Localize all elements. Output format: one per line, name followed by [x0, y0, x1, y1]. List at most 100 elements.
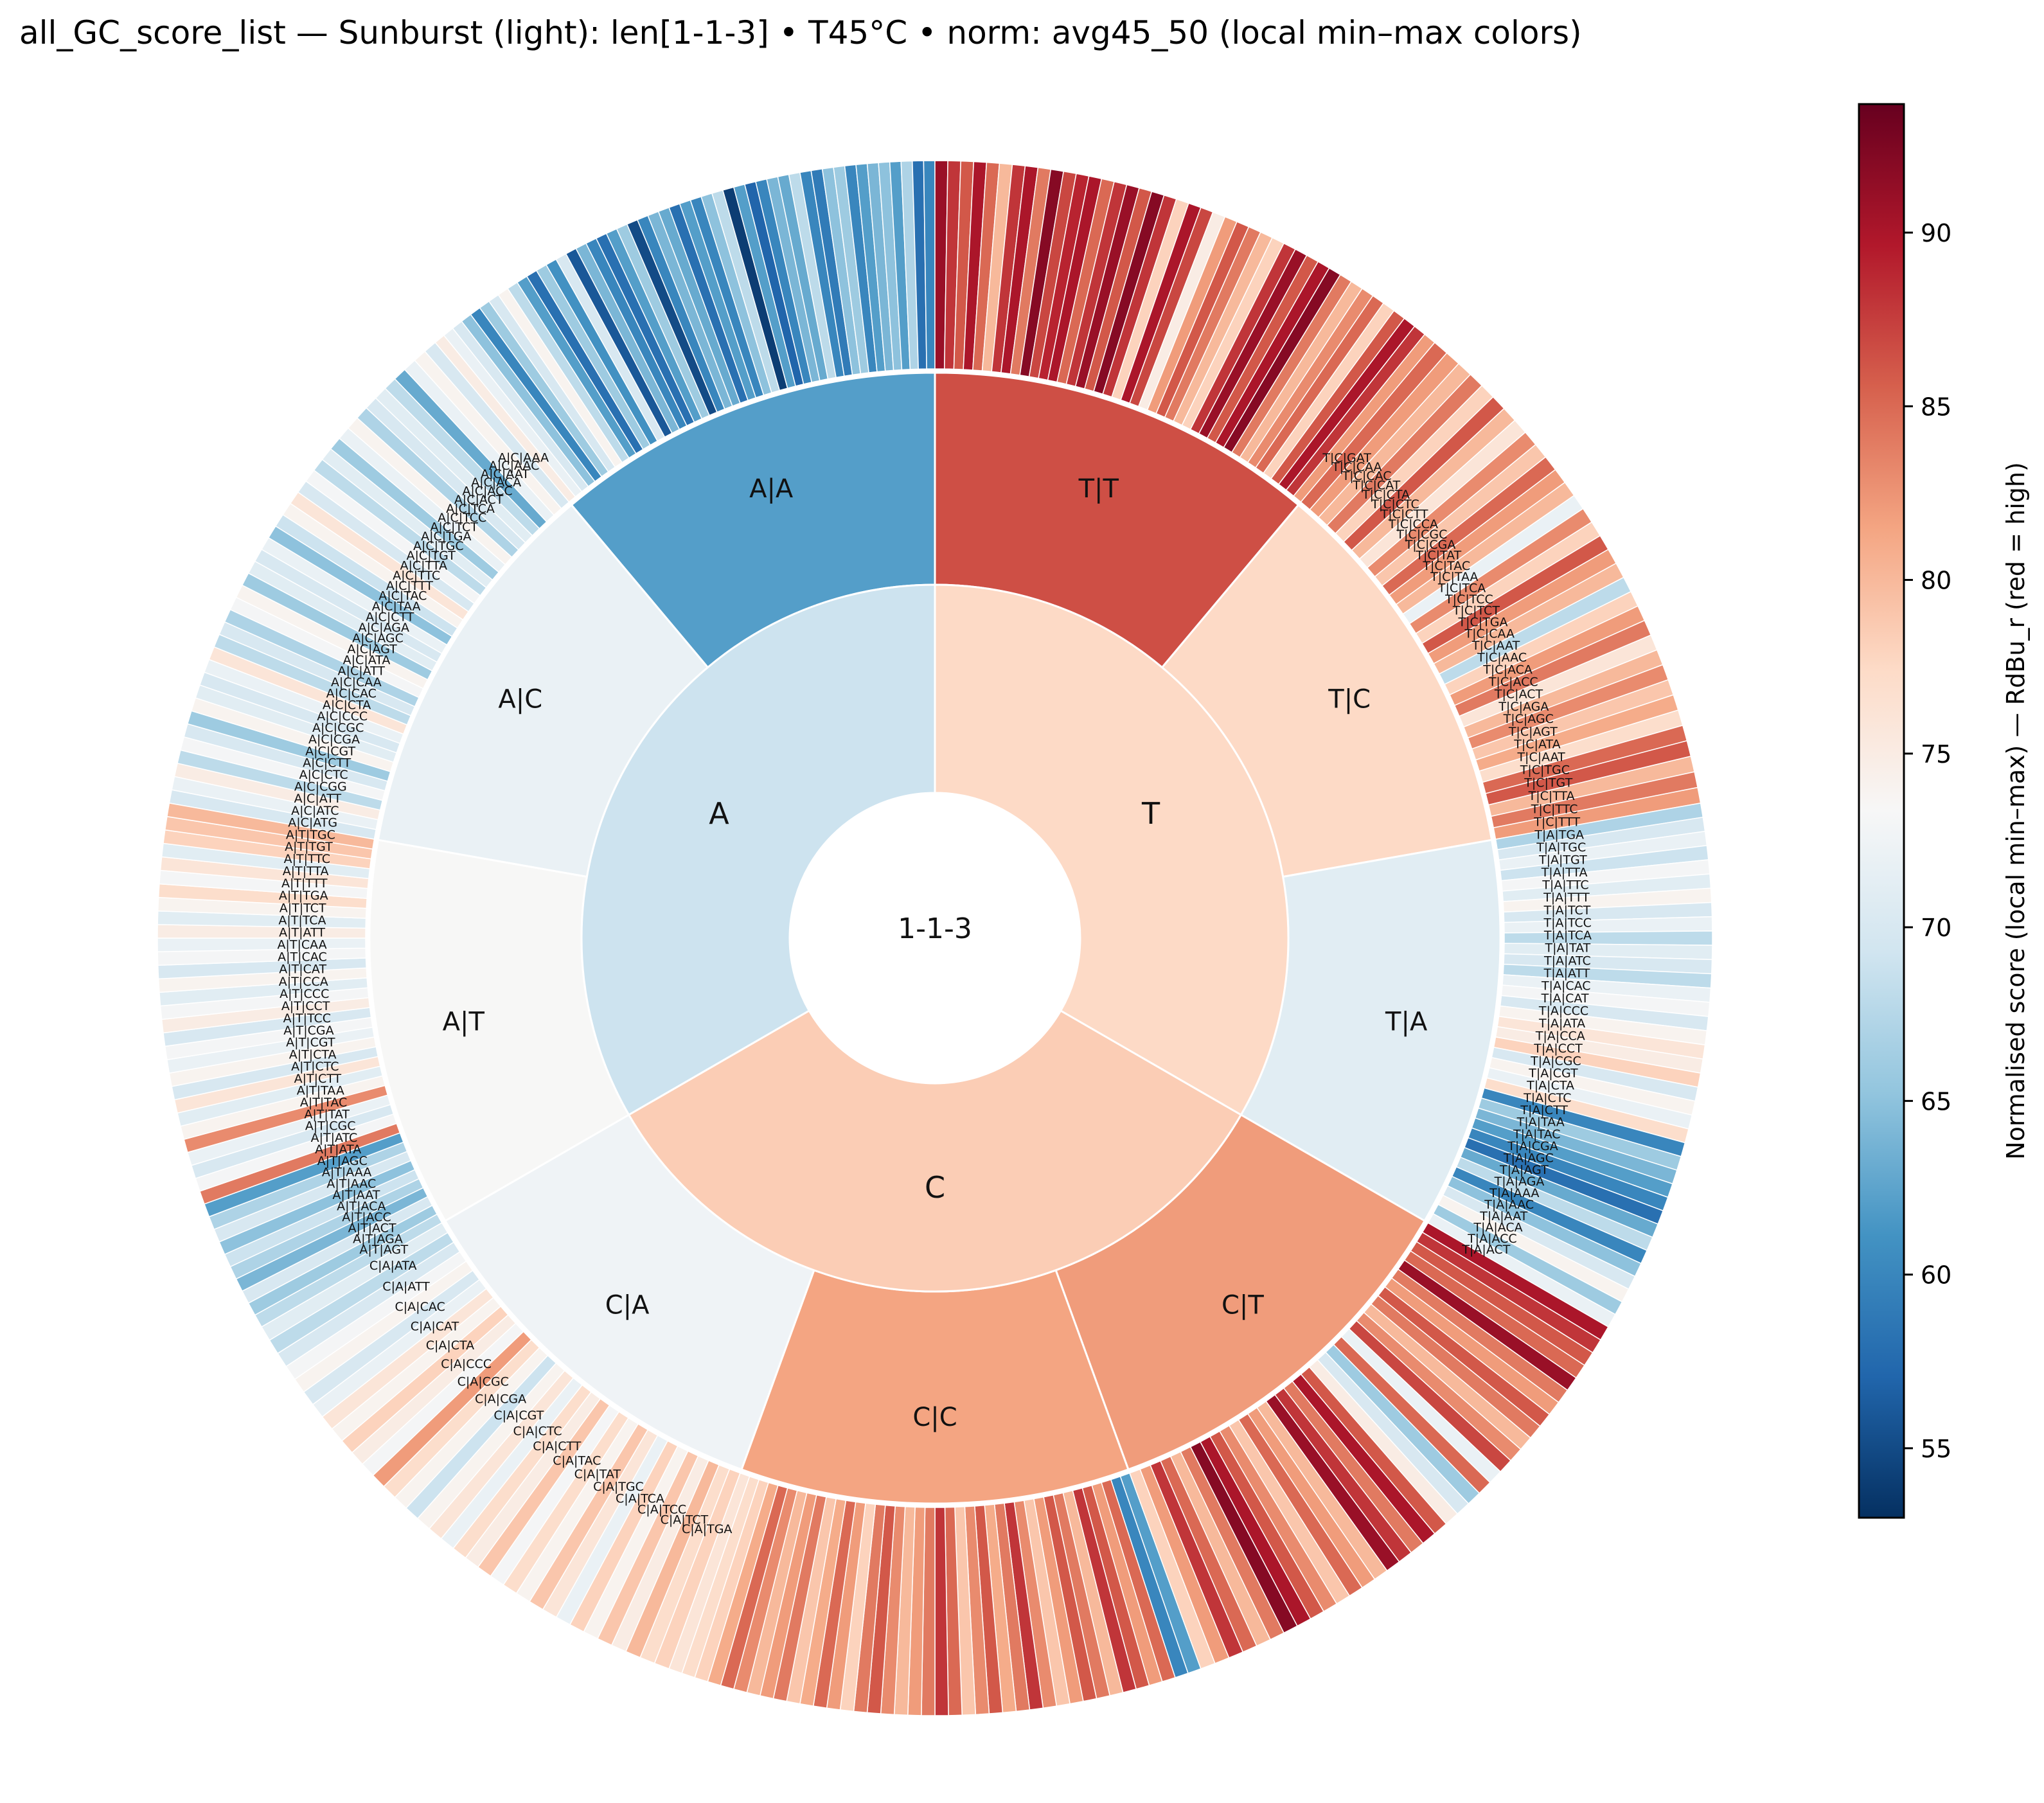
inner-wedge-label: T: [1141, 796, 1160, 831]
outer-wedge-label: A|C|CGT: [305, 744, 355, 758]
outer-wedge-label: C|A|TAT: [574, 1467, 621, 1481]
outer-wedge-label: A|C|TCT: [430, 520, 478, 535]
middle-wedge-label: T|A: [1385, 1007, 1428, 1036]
outer-wedge-label: T|C|TAT: [1415, 548, 1461, 562]
outer-wedge-label: T|A|CTC: [1523, 1091, 1571, 1105]
colorbar-tick-label: 70: [1921, 914, 1951, 942]
colorbar-label: Normalised score (local min–max) — RdBu_…: [2002, 462, 2030, 1160]
outer-wedge-label: A|C|ATG: [288, 816, 337, 830]
outer-wedge-label: A|T|TGC: [286, 828, 335, 842]
inner-wedge-t: [934, 583, 1290, 1117]
outer-wedge-label: T|A|TGT: [1538, 853, 1587, 867]
outer-wedge-label: T|A|ATC: [1543, 954, 1591, 968]
colorbar-tick-label: 60: [1921, 1261, 1951, 1290]
outer-wedge-a-c: [424, 342, 570, 510]
outer-wedge-label: C|A|CGA: [475, 1392, 526, 1406]
outer-wedge-label: A|C|ACA: [471, 475, 521, 490]
outer-wedge-label: A|T|CCT: [281, 999, 330, 1013]
outer-wedge-label: T|A|ATT: [1543, 966, 1590, 981]
outer-wedge-label: T|A|ATA: [1538, 1017, 1585, 1031]
middle-wedge-label: T|C: [1328, 685, 1371, 715]
outer-wedge-label: A|C|TGA: [421, 529, 471, 544]
sunburst-chart: A|C|ATGA|C|ATCA|C|ATTA|C|CGGA|C|CTCA|C|C…: [157, 160, 1713, 1716]
outer-wedge-label: T|A|ACA: [1473, 1220, 1522, 1234]
outer-wedge-label: A|T|TCC: [283, 1011, 331, 1026]
outer-wedge-label: A|T|CTC: [291, 1060, 339, 1074]
colorbar-tick-label: 65: [1921, 1087, 1951, 1115]
outer-wedge-label: A|C|TTT: [386, 579, 434, 593]
outer-wedge-label: A|T|CGC: [305, 1119, 356, 1133]
outer-wedge-label: A|T|AAA: [322, 1166, 371, 1180]
outer-wedge-label: T|A|CCC: [1538, 1004, 1588, 1018]
outer-wedge-label: C|A|ATT: [382, 1279, 430, 1293]
outer-wedge-label: A|C|AAA: [498, 451, 549, 465]
outer-wedge-label: A|C|TCA: [446, 502, 495, 516]
outer-wedge-label: T|C|AAT: [1471, 639, 1520, 653]
outer-wedge-label: T|C|CTT: [1380, 507, 1428, 521]
outer-wedge-label: C|A|CAT: [411, 1319, 459, 1333]
outer-wedge-label: T|C|TAA: [1430, 570, 1478, 584]
middle-wedge-label: C|T: [1222, 1291, 1264, 1320]
outer-wedge-label: A|C|AGA: [359, 621, 409, 635]
outer-wedge-label: T|C|CTC: [1371, 497, 1419, 511]
outer-wedge-label: T|A|CTT: [1520, 1103, 1568, 1117]
outer-wedge-label: A|T|ATA: [315, 1142, 361, 1157]
outer-wedge-label: T|A|ACT: [1461, 1243, 1510, 1257]
outer-wedge-label: A|C|TTC: [393, 569, 440, 583]
outer-wedge-label: A|T|CAC: [278, 950, 327, 964]
middle-wedge-label: C|A: [605, 1291, 650, 1320]
chart-title: all_GC_score_list — Sunburst (light): le…: [19, 14, 1582, 51]
outer-wedge-label: A|C|CTT: [303, 756, 351, 770]
outer-wedge-label: T|C|CCA: [1388, 517, 1438, 531]
outer-wedge-label: A|T|AAT: [332, 1188, 380, 1202]
outer-wedge-label: T|C|CAA: [1464, 627, 1515, 641]
outer-wedge-label: C|A|TGC: [593, 1480, 644, 1494]
outer-wedge-label: A|T|AGT: [359, 1243, 408, 1257]
outer-wedge-label: T|C|ACA: [1482, 662, 1533, 677]
outer-wedge-label: T|A|TAT: [1545, 941, 1591, 955]
outer-wedge-label: T|A|AAT: [1479, 1209, 1527, 1223]
outer-wedge-label: A|C|CTC: [299, 768, 348, 782]
outer-wedge-label: A|T|ACT: [348, 1221, 396, 1236]
outer-wedge-label: T|C|TTA: [1528, 789, 1575, 803]
outer-wedge-label: C|A|CGT: [493, 1408, 544, 1423]
outer-wedge-label: T|A|AAA: [1489, 1186, 1539, 1200]
colorbar-tick-label: 85: [1921, 393, 1951, 421]
outer-wedge-label: A|C|AAC: [489, 459, 540, 473]
colorbar-gradient: [1858, 103, 1905, 1519]
outer-wedge-label: A|T|TCT: [280, 901, 326, 915]
outer-wedge-label: T|C|TCA: [1437, 581, 1486, 595]
outer-wedge-label: T|A|ACC: [1467, 1232, 1517, 1246]
outer-wedge-label: A|T|CAA: [277, 938, 326, 952]
outer-wedge-label: T|C|CAA: [1331, 460, 1382, 474]
outer-wedge-label: T|A|TGC: [1536, 840, 1586, 855]
outer-wedge-label: T|C|CTA: [1362, 488, 1410, 502]
outer-wedge-label: A|T|TTA: [283, 864, 329, 878]
outer-wedge-label: T|C|AGA: [1498, 700, 1549, 714]
outer-wedge-label: T|C|TGT: [1524, 776, 1572, 790]
outer-wedge-label: T|A|TCA: [1543, 928, 1592, 943]
outer-wedge-label: T|A|TGA: [1534, 828, 1584, 842]
outer-wedge-label: A|C|CAC: [326, 687, 377, 701]
outer-wedge-label: A|T|TAT: [304, 1107, 350, 1121]
outer-wedge-label: T|A|CCT: [1533, 1042, 1583, 1056]
center-label: 1-1-3: [898, 912, 972, 945]
outer-wedge-label: A|C|AGC: [352, 632, 404, 646]
outer-wedge-label: A|T|TAC: [300, 1096, 347, 1110]
outer-wedge-label: T|C|TGA: [1458, 616, 1508, 630]
outer-wedge-label: A|C|AGT: [347, 642, 397, 656]
outer-wedge-label: T|C|TAC: [1422, 559, 1470, 573]
outer-wedge-label: T|A|AGA: [1494, 1175, 1545, 1189]
outer-wedge-label: C|A|TCT: [661, 1513, 709, 1527]
outer-wedge-a-t: [166, 803, 375, 850]
outer-wedge-label: A|T|CCA: [279, 975, 328, 989]
outer-wedge-label: T|A|TAC: [1513, 1127, 1560, 1141]
outer-wedge-label: T|C|TGC: [1520, 763, 1570, 777]
outer-wedge-label: A|T|AGA: [353, 1232, 403, 1246]
outer-wedge-label: T|A|CGC: [1530, 1054, 1581, 1068]
outer-wedge-label: T|C|TTC: [1531, 802, 1578, 816]
outer-wedge-label: C|A|CTC: [513, 1425, 562, 1439]
outer-wedge-label: T|A|CCA: [1535, 1029, 1585, 1044]
outer-wedge-label: A|C|CGG: [294, 780, 347, 794]
outer-wedge-label: A|C|ACC: [462, 484, 512, 498]
